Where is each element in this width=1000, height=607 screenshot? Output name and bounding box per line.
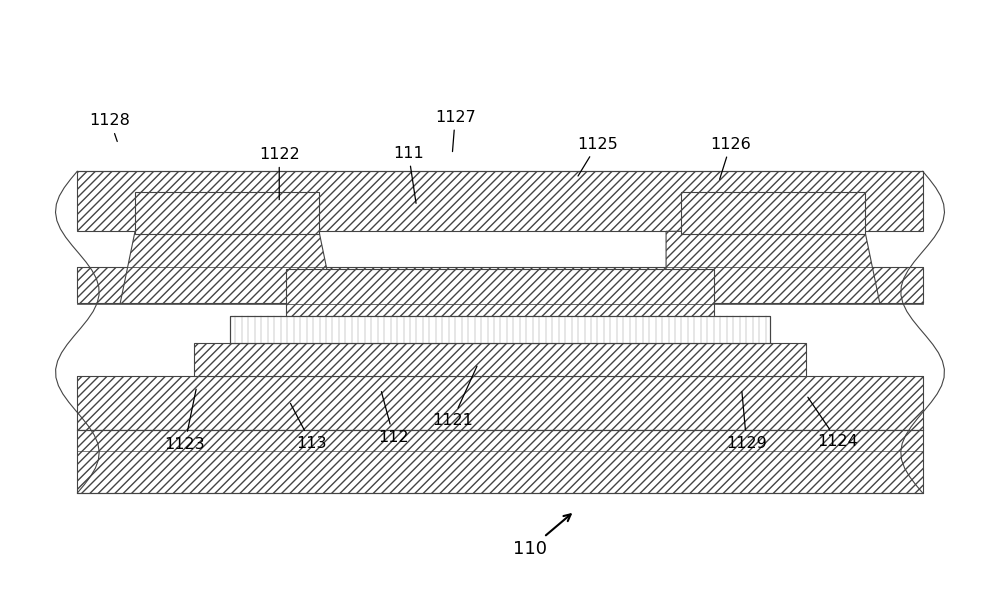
Text: 1122: 1122 [259, 147, 300, 200]
Bar [286, 270, 714, 317]
Text: 112: 112 [378, 392, 409, 444]
Bar [77, 376, 923, 430]
Text: 1128: 1128 [90, 113, 131, 141]
Polygon shape [666, 231, 880, 304]
Bar [77, 268, 923, 304]
Bar [230, 316, 770, 342]
Polygon shape [120, 231, 334, 304]
Text: 113: 113 [290, 404, 326, 450]
Bar [230, 316, 770, 342]
Text: 110: 110 [513, 514, 571, 558]
Bar [135, 192, 319, 234]
Bar [681, 192, 865, 234]
Bar [77, 430, 923, 493]
Text: 1121: 1121 [432, 366, 477, 429]
Text: 1125: 1125 [577, 137, 618, 176]
Text: 1129: 1129 [726, 392, 767, 450]
Text: 1124: 1124 [808, 397, 858, 449]
Text: 1127: 1127 [435, 109, 476, 152]
Text: 1123: 1123 [164, 389, 205, 452]
Bar [77, 171, 923, 231]
Text: 111: 111 [393, 146, 424, 203]
Text: 1126: 1126 [710, 137, 751, 179]
Bar [194, 342, 806, 376]
